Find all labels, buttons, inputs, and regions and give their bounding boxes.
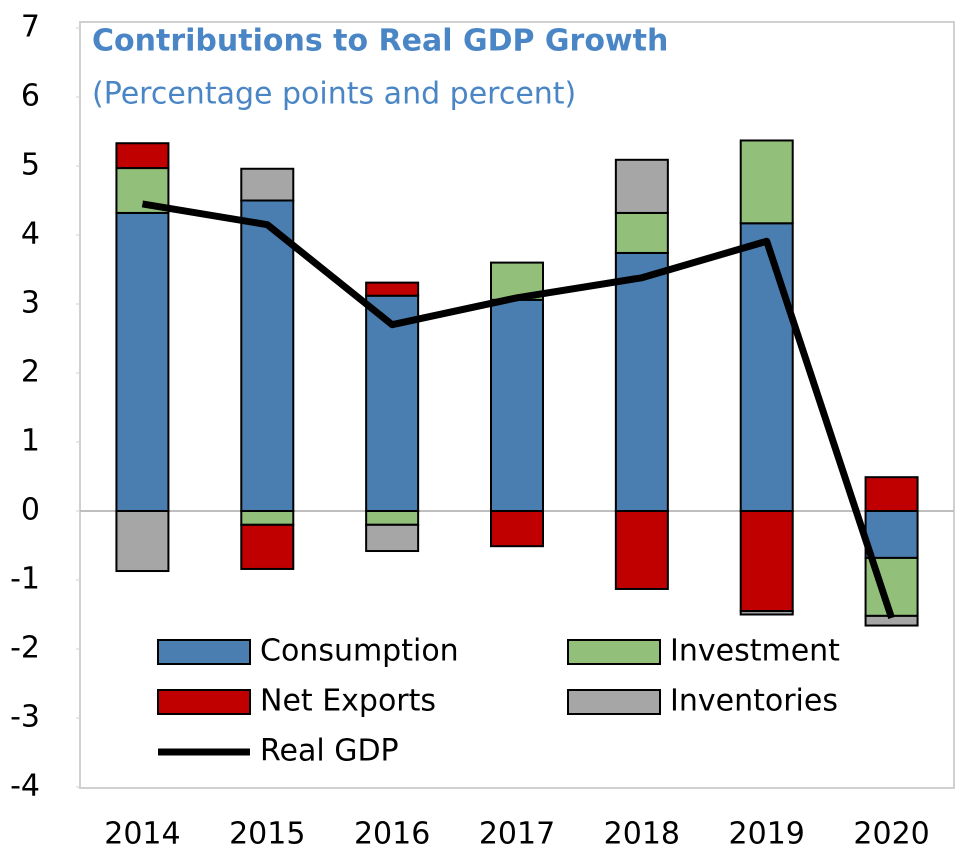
y-tick-label: 7 (21, 10, 40, 45)
bar-segment (490, 261, 544, 301)
y-tick-label: -4 (10, 769, 40, 804)
legend-label: Real GDP (260, 734, 399, 769)
y-tick-label: 4 (21, 217, 40, 252)
bar-segment (739, 139, 794, 225)
legend-swatch (157, 689, 251, 715)
bar-segment (490, 298, 544, 512)
x-tick-label: 2018 (604, 817, 680, 852)
bar-segment (240, 523, 295, 570)
legend-label: Investment (670, 634, 840, 669)
x-tick-label: 2019 (729, 817, 805, 852)
bar-segment (614, 211, 669, 254)
chart-subtitle: (Percentage points and percent) (92, 77, 576, 112)
x-tick-label: 2014 (104, 817, 180, 852)
plot-frame (79, 21, 955, 789)
bar-segment (614, 158, 669, 214)
bar-segment (864, 476, 919, 513)
y-tick-label: -1 (10, 562, 40, 597)
bar-segment (739, 510, 794, 613)
bar-segment (490, 510, 544, 548)
y-tick-label: -2 (10, 631, 40, 666)
bar-segment (240, 167, 295, 202)
bar-segment (115, 142, 170, 170)
y-tick-label: -3 (10, 700, 40, 735)
x-tick-label: 2015 (229, 817, 305, 852)
legend-label: Consumption (260, 634, 459, 669)
bar-segment (614, 510, 669, 590)
bar-segment (614, 251, 669, 512)
y-tick-label: 5 (21, 148, 40, 183)
bar-segment (365, 281, 420, 297)
line-series (141, 200, 895, 620)
y-tick-label: 0 (21, 493, 40, 528)
legend-label: Net Exports (260, 684, 436, 719)
bar-segment (739, 222, 794, 513)
x-tick-label: 2016 (354, 817, 430, 852)
bar-segment (115, 510, 170, 573)
bar-segment (864, 510, 919, 559)
y-tick-label: 3 (21, 286, 40, 321)
bar-segment (739, 610, 794, 616)
legend-swatch (567, 689, 661, 715)
x-tick-label: 2017 (479, 817, 555, 852)
y-tick-label: 2 (21, 355, 40, 390)
legend-swatch (567, 639, 661, 665)
bar-segment (365, 510, 420, 526)
chart-title: Contributions to Real GDP Growth (92, 24, 668, 59)
bar-segment (365, 523, 420, 553)
bar-segment (240, 199, 295, 512)
y-tick-label: 1 (21, 424, 40, 459)
legend-label: Inventories (670, 684, 838, 719)
bar-segment (115, 211, 170, 512)
y-tick-label: 6 (21, 79, 40, 114)
legend-swatch (157, 639, 251, 665)
bar-segment (240, 510, 295, 526)
x-tick-label: 2020 (853, 817, 929, 852)
